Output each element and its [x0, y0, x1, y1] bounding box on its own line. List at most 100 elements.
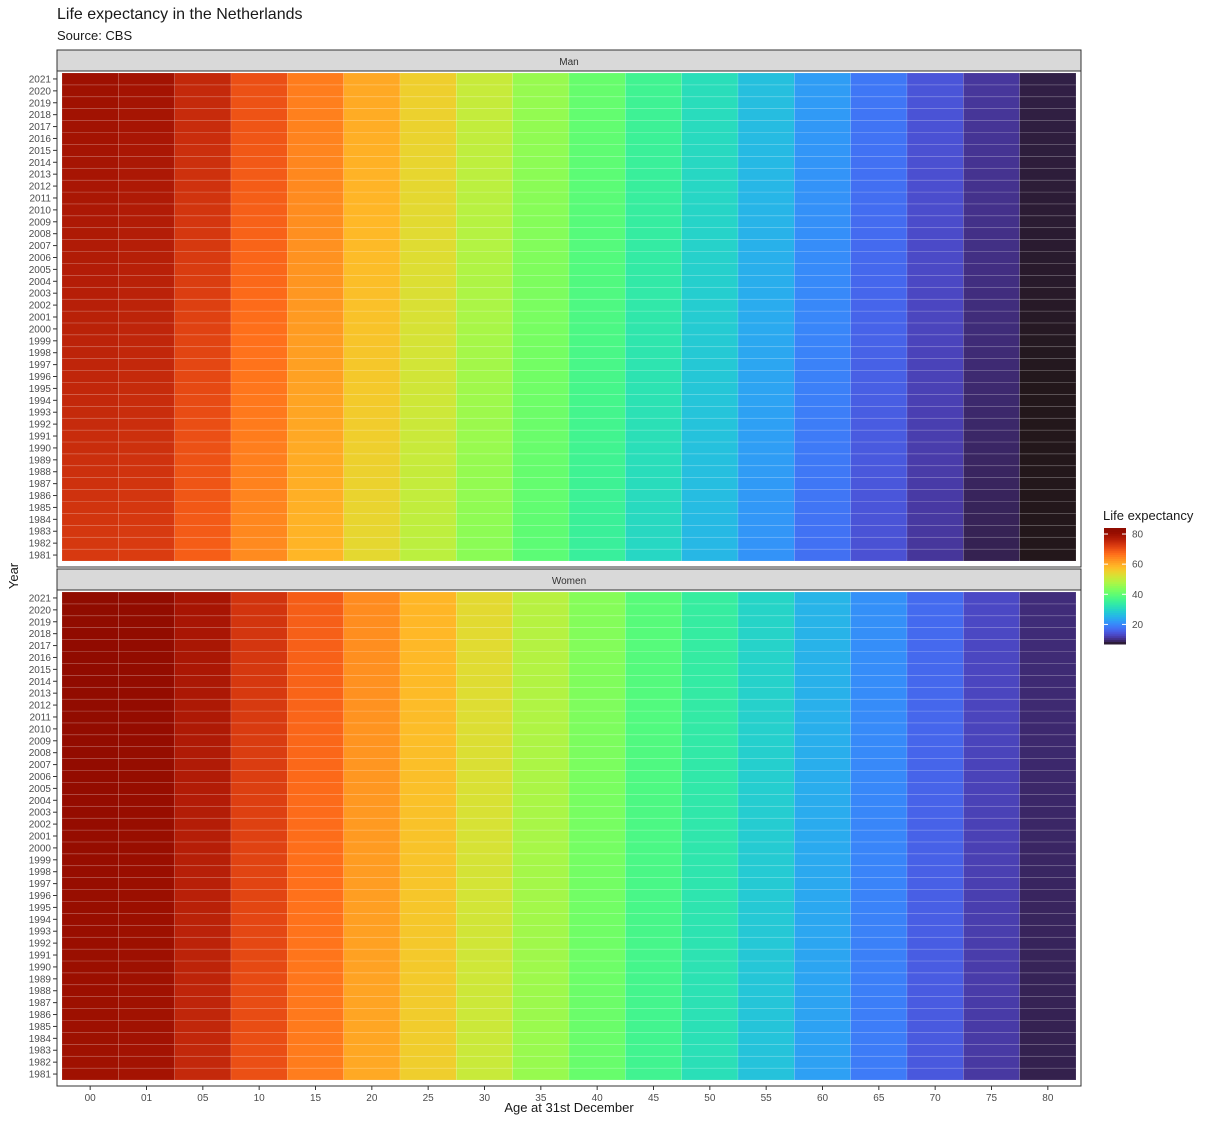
heatmap-cell: [512, 972, 570, 986]
legend-colorbar-segment: [1104, 553, 1126, 556]
heatmap-cell: [512, 627, 570, 640]
heatmap-cell: [681, 263, 739, 276]
legend-colorbar-segment: [1104, 533, 1126, 537]
heatmap-cell: [1019, 651, 1077, 664]
heatmap-cell: [61, 203, 119, 217]
heatmap-cell: [906, 639, 964, 652]
heatmap-cell: [850, 227, 908, 240]
heatmap-cell: [963, 394, 1020, 407]
heatmap-cell: [681, 227, 739, 240]
heatmap-cell: [118, 239, 175, 252]
heatmap-cell: [174, 734, 232, 748]
heatmap-cell: [568, 334, 626, 348]
heatmap-cell: [906, 710, 964, 724]
heatmap-cell: [118, 346, 175, 359]
heatmap-cell: [568, 346, 626, 359]
heatmap-cell: [963, 794, 1020, 807]
heatmap-cell: [456, 877, 513, 890]
y-tick-label: 2004: [29, 277, 52, 288]
heatmap-cell: [174, 536, 232, 550]
heatmap-cell: [794, 417, 851, 431]
heatmap-cell: [287, 72, 344, 86]
y-tick-label: 1993: [29, 927, 52, 938]
heatmap-cell: [174, 453, 232, 467]
heatmap-cell: [230, 865, 288, 878]
y-tick-label: 1983: [29, 527, 52, 538]
heatmap-cell: [174, 794, 232, 807]
heatmap-cell: [625, 782, 682, 795]
y-tick-label: 2001: [29, 313, 52, 324]
y-tick-label: 2011: [29, 712, 51, 723]
heatmap-cell: [1019, 286, 1077, 300]
heatmap-cell: [963, 251, 1020, 264]
heatmap-cell: [737, 263, 795, 276]
heatmap-cell: [963, 120, 1020, 133]
y-tick-label: 1987: [29, 479, 52, 490]
y-tick-label: 1984: [29, 515, 52, 526]
heatmap-cell: [287, 310, 344, 324]
heatmap-cell: [456, 996, 513, 1009]
heatmap-cell: [230, 782, 288, 795]
heatmap-cell: [230, 1032, 288, 1045]
heatmap-cell: [850, 179, 908, 193]
heatmap-cell: [737, 841, 795, 855]
heatmap-cell: [681, 960, 739, 974]
legend-colorbar-segment: [1104, 636, 1126, 639]
heatmap-cell: [61, 536, 119, 550]
heatmap-cell: [512, 698, 570, 712]
heatmap-cell: [174, 758, 232, 771]
heatmap-cell: [963, 782, 1020, 795]
heatmap-cell: [230, 853, 288, 867]
heatmap-cell: [568, 191, 626, 205]
heatmap-cell: [963, 465, 1020, 478]
heatmap-cell: [681, 167, 739, 181]
heatmap-cell: [568, 382, 626, 395]
heatmap-cell: [963, 536, 1020, 550]
heatmap-cell: [850, 405, 908, 419]
heatmap-cell: [963, 710, 1020, 724]
chart-title: Life expectancy in the Netherlands: [57, 6, 302, 23]
heatmap-cell: [456, 663, 513, 676]
legend-colorbar-segment: [1104, 603, 1126, 606]
heatmap-cell: [1019, 501, 1077, 514]
heatmap-cell: [794, 770, 851, 783]
heatmap-cell: [174, 346, 232, 359]
heatmap-cell: [343, 227, 401, 240]
heatmap-cell: [1019, 924, 1077, 938]
heatmap-cell: [118, 758, 175, 771]
heatmap-cell: [850, 936, 908, 950]
heatmap-cell: [850, 156, 908, 169]
heatmap-cell: [343, 639, 401, 652]
heatmap-cell: [456, 960, 513, 974]
heatmap-cell: [399, 263, 457, 276]
heatmap-cell: [568, 603, 626, 617]
heatmap-cell: [287, 627, 344, 640]
heatmap-cell: [963, 663, 1020, 676]
heatmap-cell: [512, 489, 570, 502]
heatmap-cell: [399, 513, 457, 526]
heatmap-cell: [287, 686, 344, 700]
heatmap-cell: [343, 710, 401, 724]
y-tick-label: 1996: [29, 372, 52, 383]
y-tick-label: 2008: [29, 748, 52, 759]
legend-colorbar-segment: [1104, 599, 1126, 602]
heatmap-cell: [343, 251, 401, 264]
heatmap-cell: [287, 179, 344, 193]
heatmap-cell: [625, 132, 682, 145]
heatmap-cell: [456, 203, 513, 217]
heatmap-cell: [174, 1055, 232, 1069]
heatmap-cell: [850, 524, 908, 538]
heatmap-cell: [230, 746, 288, 759]
heatmap-cell: [456, 239, 513, 252]
heatmap-cell: [850, 72, 908, 86]
heatmap-cell: [963, 275, 1020, 288]
heatmap-cell: [850, 358, 908, 371]
heatmap-cell: [850, 591, 908, 605]
heatmap-cell: [625, 96, 682, 110]
heatmap-cell: [343, 84, 401, 98]
y-tick-label: 1988: [29, 986, 52, 997]
heatmap-cell: [568, 441, 626, 455]
heatmap-cell: [906, 805, 964, 819]
heatmap-cell: [512, 358, 570, 371]
heatmap-cell: [737, 877, 795, 890]
